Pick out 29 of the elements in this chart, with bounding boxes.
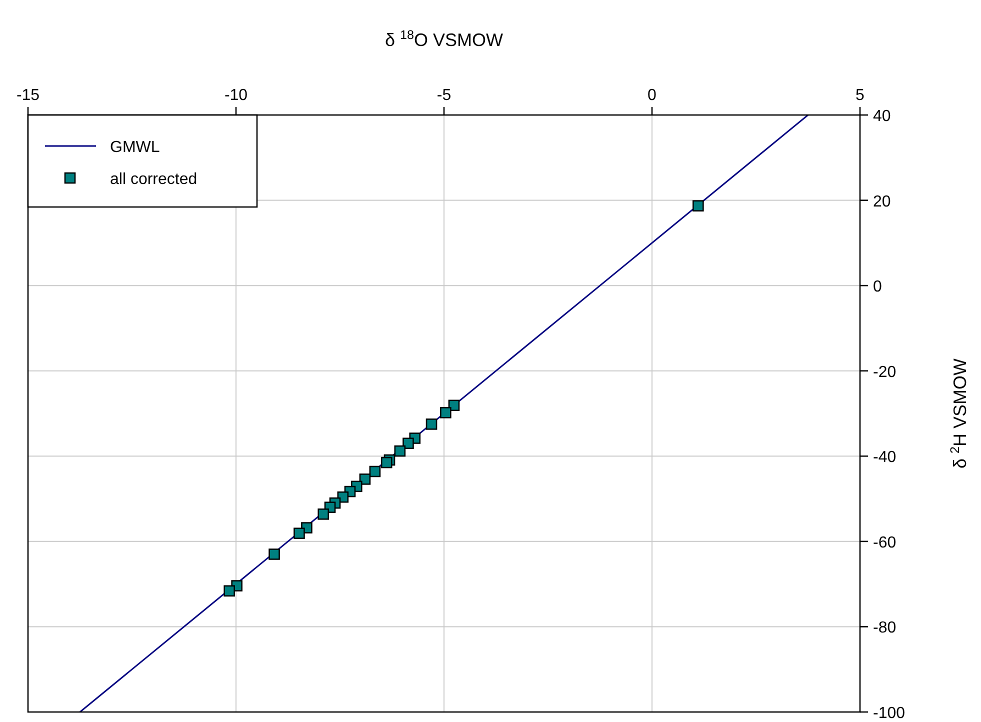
point: [394, 445, 406, 457]
point: [440, 406, 452, 418]
point: [380, 456, 392, 468]
y-tick-label: -20: [873, 364, 896, 381]
point: [294, 528, 305, 539]
x-axis-title: δ $^{18}$O VSMOW: [384, 28, 504, 50]
point: [402, 438, 414, 449]
y-tick-label: -100: [873, 705, 906, 722]
point: [426, 418, 438, 430]
point: [692, 200, 704, 212]
y-tick-label: 0: [873, 278, 882, 296]
y-tick-label: 20: [873, 193, 891, 210]
x-tick-label: -10: [224, 87, 248, 104]
legend-label: all corrected: [110, 171, 198, 188]
y-tick-label: -80: [873, 620, 896, 637]
x-tick-label: 5: [856, 87, 865, 104]
y-tick-label: -60: [873, 534, 896, 552]
x-tick-label: -15: [16, 87, 40, 104]
legend-label: GMWL: [110, 139, 160, 156]
point: [224, 585, 235, 597]
point: [369, 466, 381, 478]
point: [268, 548, 280, 560]
x-tick-label: 0: [648, 87, 657, 104]
point: [448, 400, 460, 412]
x-tick-label: -5: [436, 87, 452, 104]
y-tick-label: -40: [873, 449, 896, 466]
y-tick-label: 40: [873, 108, 891, 125]
point: [318, 508, 330, 520]
point: [359, 474, 371, 485]
